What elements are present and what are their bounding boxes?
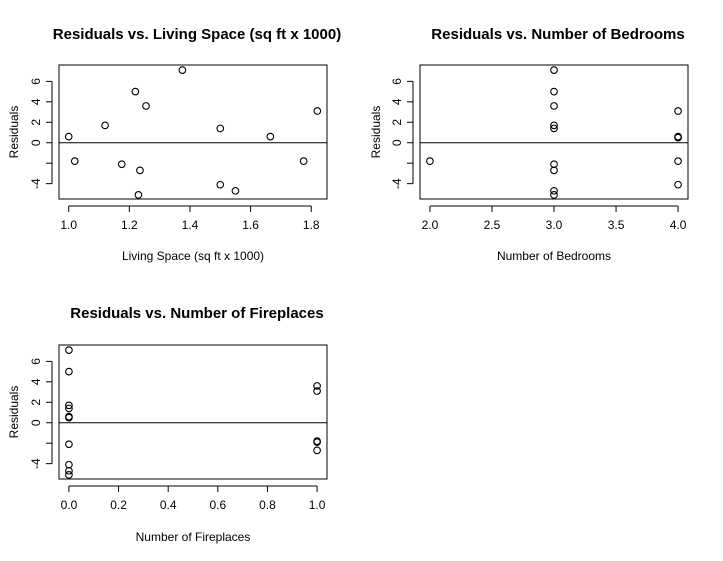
- data-point: [550, 191, 558, 199]
- data-point: [231, 186, 240, 195]
- y-axis-label: Residuals: [369, 106, 383, 159]
- data-point: [313, 446, 321, 455]
- data-point: [65, 346, 73, 354]
- chart-panel-1: Residuals vs. Living Space (sq ft x 1000…: [7, 26, 341, 263]
- data-point: [299, 157, 308, 166]
- plot-frame: [58, 64, 328, 200]
- data-point: [65, 466, 73, 475]
- y-tick-label: 6: [29, 358, 43, 365]
- y-tick-label: 2: [29, 399, 43, 406]
- x-axis-label: Number of Fireplaces: [136, 530, 251, 544]
- data-point: [550, 66, 558, 74]
- data-point: [313, 107, 322, 115]
- data-point: [426, 157, 434, 166]
- y-tick-label: -4: [390, 178, 404, 189]
- y-tick-label: 2: [390, 119, 404, 126]
- x-axis-label: Number of Bedrooms: [497, 249, 611, 263]
- data-point: [674, 133, 682, 142]
- data-point: [313, 438, 321, 447]
- data-point: [550, 124, 558, 133]
- data-point: [313, 387, 321, 395]
- data-point: [70, 157, 79, 166]
- x-tick-label: 0.2: [110, 498, 127, 512]
- y-tick-label: -4: [29, 458, 43, 469]
- data-point: [65, 404, 73, 413]
- x-tick-label: 3.5: [608, 218, 625, 232]
- x-tick-label: 1.8: [303, 218, 320, 232]
- data-point: [550, 87, 558, 96]
- plot-frame: [58, 344, 328, 480]
- x-tick-label: 1.0: [60, 218, 77, 232]
- y-axis-label: Residuals: [7, 386, 21, 439]
- data-point: [65, 471, 73, 479]
- y-tick-label: 6: [29, 78, 43, 85]
- y-tick-label: 4: [29, 378, 43, 385]
- x-tick-label: 3.0: [546, 218, 563, 232]
- y-tick-label: 6: [390, 78, 404, 85]
- x-tick-label: 2.5: [484, 218, 501, 232]
- data-point: [117, 160, 126, 169]
- x-tick-label: 4.0: [670, 218, 687, 232]
- data-point: [65, 401, 73, 410]
- x-tick-label: 1.4: [182, 218, 199, 232]
- chart-title: Residuals vs. Living Space (sq ft x 1000…: [53, 26, 341, 43]
- data-point: [65, 367, 73, 376]
- y-axis-label: Residuals: [7, 106, 21, 159]
- data-point: [142, 102, 150, 110]
- y-tick-label: 4: [390, 98, 404, 105]
- x-tick-label: 1.6: [242, 218, 259, 232]
- data-point: [64, 132, 73, 141]
- x-axis-label: Living Space (sq ft x 1000): [122, 249, 264, 263]
- x-tick-label: 0.4: [160, 498, 177, 512]
- data-point: [65, 413, 73, 422]
- data-point: [216, 124, 225, 133]
- data-point: [178, 66, 187, 74]
- x-tick-label: 1.2: [121, 218, 138, 232]
- chart-title: Residuals vs. Number of Bedrooms: [431, 26, 684, 43]
- x-tick-label: 0.0: [61, 498, 78, 512]
- data-point: [674, 180, 682, 189]
- y-tick-label: 4: [29, 98, 43, 105]
- data-point: [550, 121, 558, 130]
- chart-panel-3: Residuals vs. Number of Fireplaces 0.0 0.2…: [7, 305, 328, 544]
- data-point: [216, 180, 225, 189]
- chart-title: Residuals vs. Number of Fireplaces: [70, 305, 323, 322]
- data-point: [550, 166, 558, 175]
- chart-panel-2: Residuals vs. Number of Bedrooms 2.0 2.5 3.…: [369, 26, 689, 263]
- data-point: [550, 186, 558, 195]
- data-point: [674, 157, 682, 166]
- x-tick-label: 2.0: [422, 218, 439, 232]
- plot-frame: [419, 64, 689, 200]
- data-point: [136, 166, 144, 175]
- data-point: [550, 102, 558, 110]
- x-tick-label: 0.8: [259, 498, 276, 512]
- y-tick-label: 0: [29, 139, 43, 146]
- x-tick-label: 1.0: [309, 498, 326, 512]
- data-point: [65, 440, 73, 449]
- y-tick-label: 2: [29, 119, 43, 126]
- x-tick-label: 0.6: [209, 498, 226, 512]
- data-point: [313, 382, 321, 390]
- y-tick-label: 0: [390, 139, 404, 146]
- data-point: [674, 107, 682, 115]
- data-point: [101, 121, 109, 130]
- y-tick-label: 0: [29, 419, 43, 426]
- data-point: [134, 191, 143, 199]
- y-tick-label: -4: [29, 178, 43, 189]
- data-point: [131, 87, 140, 96]
- data-point: [266, 132, 275, 141]
